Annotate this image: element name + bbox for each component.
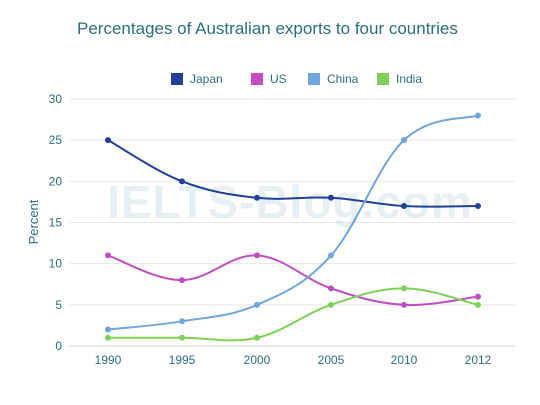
legend-swatch-india: [377, 73, 389, 85]
y-tick-label: 15: [49, 216, 63, 230]
y-tick-labels: 0 5 10 15 20 25 30: [49, 92, 63, 353]
legend-swatch-japan: [171, 73, 183, 85]
y-axis-label: Percent: [26, 199, 41, 244]
x-tick-label: 2005: [318, 353, 345, 367]
y-tick-label: 20: [49, 174, 63, 188]
y-tick-label: 5: [55, 298, 62, 312]
data-point-india-2000: [254, 334, 260, 341]
data-point-us-2012: [475, 293, 481, 300]
chart-title: Percentages of Australian exports to fou…: [77, 19, 458, 38]
series-group: [105, 112, 481, 342]
data-point-us-2005: [328, 285, 334, 292]
data-point-india-2012: [475, 301, 481, 308]
data-point-us-2000: [254, 252, 260, 259]
y-tick-label: 25: [49, 133, 63, 147]
x-tick-label: 1995: [169, 353, 196, 367]
legend-swatch-china: [308, 73, 320, 85]
x-tick-labels: 1990 1995 2000 2005 2010 2012: [95, 353, 492, 367]
data-point-china-2012: [475, 112, 481, 119]
data-point-japan-2010: [401, 203, 407, 210]
series-japan: [105, 137, 481, 210]
series-line-us: [107, 254, 479, 306]
legend-label-us: US: [270, 72, 287, 86]
series-us: [105, 252, 481, 308]
data-point-japan-1990: [105, 137, 111, 144]
x-tick-label: 2012: [465, 353, 492, 367]
y-tick-label: 0: [55, 339, 62, 353]
x-tick-label: 1990: [95, 353, 122, 367]
data-point-japan-2012: [475, 203, 481, 210]
data-point-china-1990: [105, 326, 111, 333]
grid: [70, 98, 515, 347]
series-line-japan: [107, 139, 479, 208]
x-tick-label: 2000: [244, 353, 271, 367]
legend-label-india: India: [396, 72, 422, 86]
data-point-china-2005: [328, 252, 334, 259]
legend-label-japan: Japan: [190, 72, 223, 86]
data-point-india-1995: [179, 334, 185, 341]
data-point-china-1995: [179, 318, 185, 325]
y-tick-label: 10: [49, 257, 63, 271]
data-point-china-2000: [254, 301, 260, 308]
data-point-japan-1995: [179, 178, 185, 185]
series-india: [105, 285, 481, 342]
data-point-us-2010: [401, 301, 407, 308]
data-point-india-2010: [401, 285, 407, 292]
legend: Japan US China India: [171, 72, 422, 86]
data-point-india-2005: [328, 301, 334, 308]
data-point-us-1995: [179, 277, 185, 284]
data-point-us-1990: [105, 252, 111, 259]
data-point-china-2010: [401, 137, 407, 144]
legend-label-china: China: [327, 72, 359, 86]
x-tick-label: 2010: [391, 353, 418, 367]
series-china: [105, 112, 481, 333]
series-line-india: [108, 287, 479, 342]
data-point-japan-2000: [254, 194, 260, 201]
y-tick-label: 30: [49, 92, 63, 106]
watermark-text: IELTS-Blog.com: [107, 176, 473, 228]
data-point-india-1990: [105, 334, 111, 341]
legend-swatch-us: [251, 73, 263, 85]
data-point-japan-2005: [328, 194, 334, 201]
